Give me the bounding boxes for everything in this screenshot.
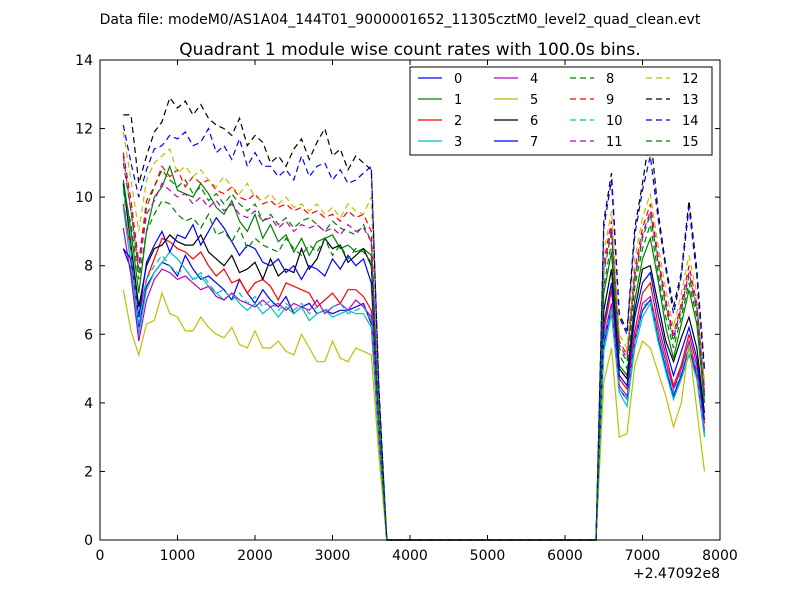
x-axis-offset-label: +2.47092e8 (633, 566, 720, 582)
y-tick-label: 2 (84, 464, 93, 480)
y-tick-label: 10 (75, 190, 93, 206)
legend-label-4: 4 (530, 72, 538, 87)
y-tick-label: 4 (84, 396, 93, 412)
legend-label-11: 11 (606, 135, 623, 150)
legend-label-12: 12 (682, 72, 699, 87)
x-tick-label: 4000 (392, 548, 428, 564)
x-axis: 0 1000 2000 3000 4000 5000 6000 7000 8000 (96, 60, 738, 564)
y-tick-label: 6 (84, 327, 93, 343)
y-tick-label: 8 (84, 259, 93, 275)
chart-suptitle: Data file: modeM0/AS1A04_144T01_90000016… (100, 12, 701, 28)
series-line-14 (122, 124, 706, 541)
x-tick-label: 3000 (315, 548, 351, 564)
legend-box (409, 66, 713, 156)
y-tick-label: 14 (75, 53, 93, 69)
x-tick-label: 0 (96, 548, 105, 564)
legend-label-15: 15 (682, 135, 699, 150)
legend-label-13: 13 (682, 93, 699, 108)
x-tick-label: 7000 (625, 548, 661, 564)
legend-label-8: 8 (606, 72, 614, 87)
legend-label-6: 6 (530, 114, 538, 129)
legend-label-10: 10 (606, 114, 623, 129)
legend-label-3: 3 (454, 135, 462, 150)
legend-label-1: 1 (454, 93, 462, 108)
legend-label-7: 7 (530, 135, 538, 150)
legend-label-0: 0 (454, 72, 462, 87)
y-tick-label: 0 (84, 533, 93, 549)
x-tick-label: 2000 (237, 548, 273, 564)
y-tick-label: 12 (75, 122, 93, 138)
legend-label-9: 9 (606, 93, 614, 108)
legend-label-5: 5 (530, 93, 538, 108)
plot-lines (122, 96, 706, 541)
x-tick-label: 5000 (470, 548, 506, 564)
legend-label-14: 14 (682, 114, 699, 129)
x-tick-label: 8000 (702, 548, 738, 564)
chart-title: Quadrant 1 module wise count rates with … (179, 40, 640, 60)
legend-label-2: 2 (454, 114, 462, 129)
x-tick-label: 1000 (160, 548, 196, 564)
x-tick-label: 6000 (547, 548, 583, 564)
series-line-7 (122, 216, 706, 541)
